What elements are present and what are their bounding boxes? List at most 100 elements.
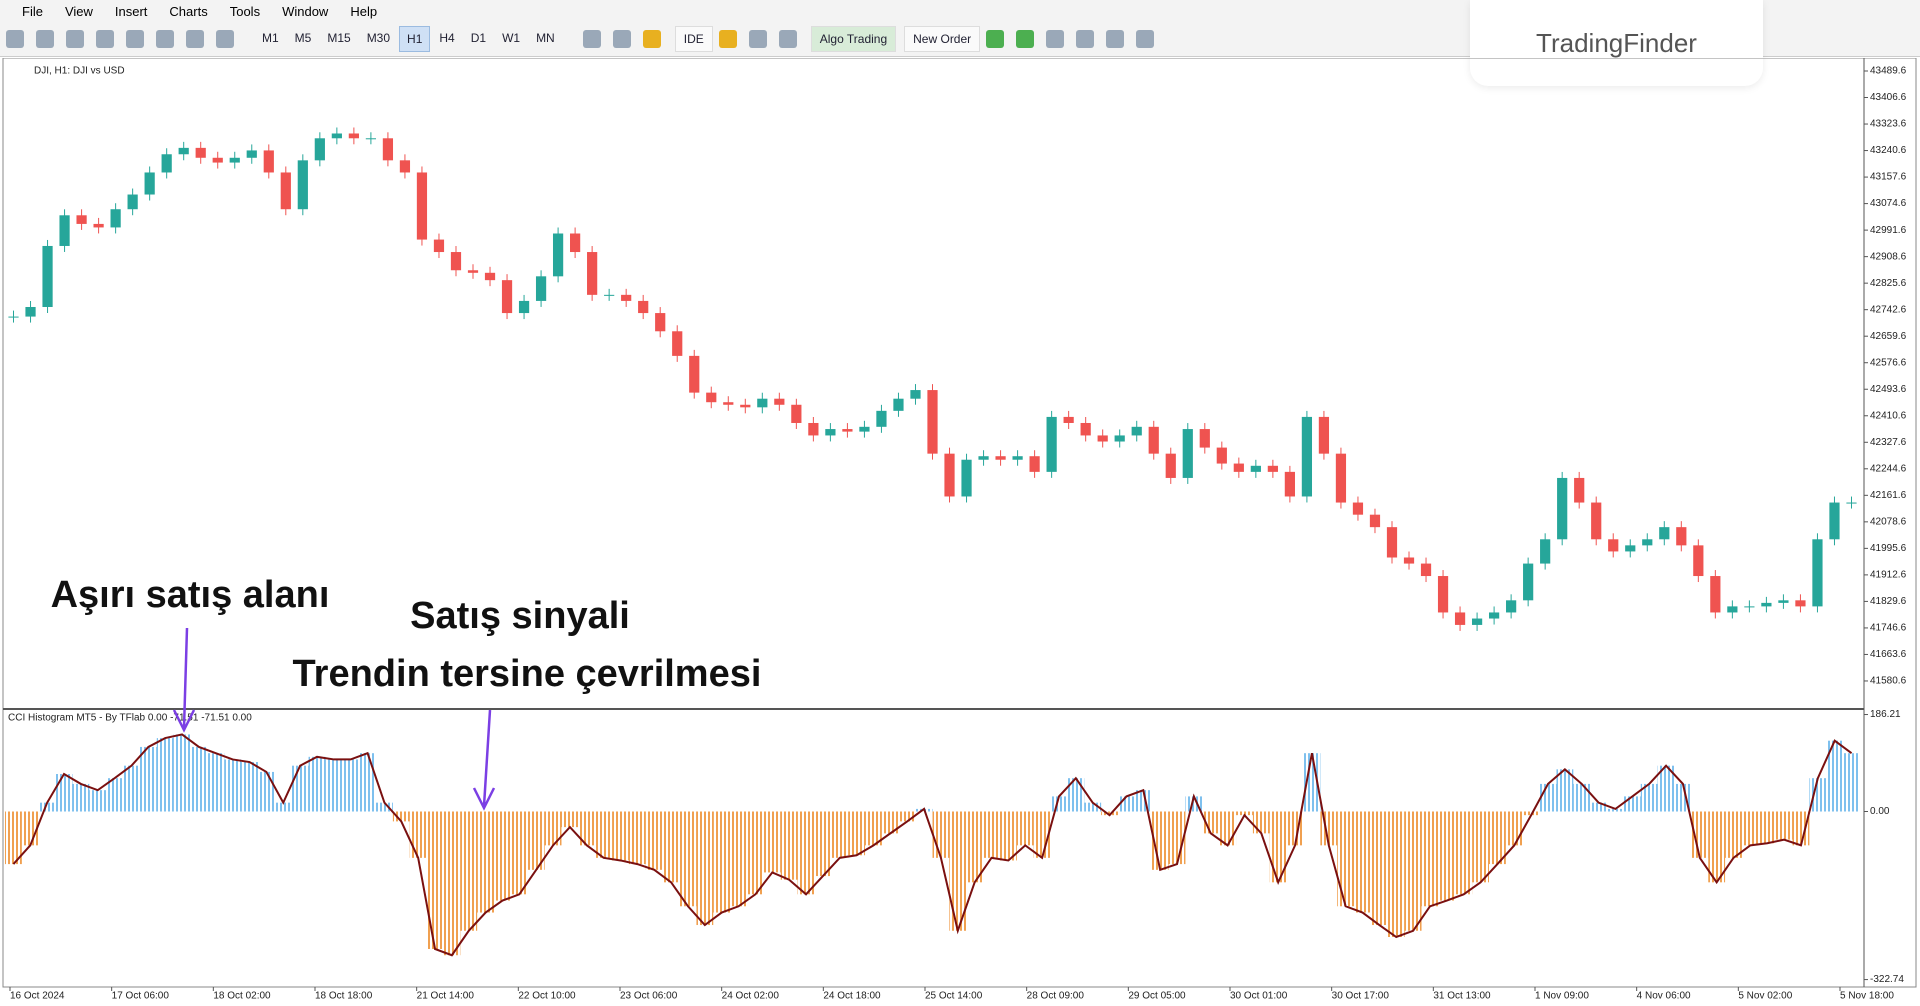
histogram-bar [949,811,967,931]
histogram-bar [1556,769,1574,812]
icon[interactable] [1076,30,1095,48]
timeframe-button[interactable]: H4 [439,31,455,45]
icon[interactable] [582,30,601,48]
icon[interactable] [186,30,204,48]
menu-item[interactable]: Tools [229,3,261,19]
icon[interactable] [986,30,1005,48]
histogram-bar [224,759,242,812]
candle [655,313,666,332]
candle [740,404,751,408]
histogram-bar [72,783,90,812]
candle [297,160,308,210]
candle [518,300,530,314]
new-order-button[interactable]: New Order [904,26,981,52]
timeframe-button[interactable]: M30 [366,31,391,45]
histogram-bar [1387,811,1405,938]
icon[interactable] [778,30,797,48]
icon[interactable] [66,30,84,48]
timeframe-button[interactable]: M5 [294,31,312,45]
icon[interactable] [96,30,114,48]
icon[interactable] [36,30,54,48]
histogram-bar [392,811,410,822]
y-tick-label: 42410.6 [1870,410,1907,421]
icon[interactable] [1106,30,1125,48]
histogram-bar [274,802,292,812]
timeframe-button[interactable]: M1 [262,31,279,45]
timeframe-button[interactable]: MN [536,31,555,45]
candle [1199,429,1210,448]
y-tick-label: 41746.6 [1870,623,1907,634]
icon[interactable] [1046,30,1065,48]
menu-item[interactable]: File [22,3,43,19]
histogram-bar [1472,811,1489,883]
x-tick-label: 17 Oct 06:00 [112,991,170,1002]
candle [25,306,36,317]
y-tick-label: 43406.6 [1870,92,1907,103]
candle [638,300,649,314]
timeframe-button[interactable]: W1 [502,31,521,45]
histogram-bar [1370,811,1388,926]
histogram-bar [999,811,1017,861]
candle [1506,600,1517,613]
histogram-bar [342,759,360,812]
histogram-bar [865,811,882,846]
icon[interactable] [126,30,144,48]
x-tick-label: 21 Oct 14:00 [417,991,475,1002]
y-tick-label: 42078.6 [1870,516,1907,527]
candle [1403,557,1415,564]
icon[interactable] [1016,30,1035,48]
ide-button[interactable]: IDE [674,26,713,52]
menu-item[interactable]: Help [350,3,378,19]
candle [1063,416,1074,423]
menu-item[interactable]: Insert [114,3,148,19]
histogram-bar [38,802,56,812]
histogram-bar [55,774,73,812]
timeframe-button[interactable]: D1 [470,31,487,45]
y-tick-label: 41995.6 [1870,543,1907,554]
histogram-bar [359,753,376,812]
menu-item[interactable]: Charts [169,3,208,19]
histogram-bar [544,811,562,846]
y-tick-label: 0.00 [1870,806,1890,817]
icon[interactable] [6,30,24,48]
histogram-bar [1236,811,1253,816]
candle [961,459,972,497]
histogram-bar [1708,811,1726,883]
timeframe-button[interactable]: H1 [399,26,431,52]
icon[interactable] [216,30,234,48]
icon[interactable] [156,30,174,48]
y-tick-label: 42991.6 [1870,225,1907,236]
candle [1625,545,1636,552]
candle [689,355,700,393]
candle [1182,429,1193,478]
timeframe-button[interactable]: M15 [327,31,351,45]
candle [1523,563,1534,601]
candle [1710,576,1721,613]
histogram-bar [1404,811,1422,931]
candle [791,404,802,423]
candle [433,239,445,253]
candle [1165,453,1176,478]
icon[interactable] [748,30,767,48]
candle [1659,527,1670,540]
histogram-bar [1826,740,1844,812]
histogram-bar [797,811,815,895]
histogram-bar [1623,796,1641,812]
icon[interactable] [612,30,631,48]
menu-item[interactable]: Window [282,3,329,19]
logo: TradingFinder [1470,0,1763,86]
candle [1250,465,1261,472]
histogram-bar [645,811,663,870]
icon[interactable] [718,30,737,48]
candle [1029,456,1040,472]
icon[interactable] [642,30,661,48]
algo-trading-button[interactable]: Algo Trading [810,26,897,52]
icon[interactable] [1136,30,1155,48]
y-tick-label: 43157.6 [1870,172,1907,183]
y-tick-label: 42161.6 [1870,490,1907,501]
candle [723,402,734,405]
histogram-bar [966,811,984,883]
x-tick-label: 5 Nov 02:00 [1738,991,1792,1002]
menu-item[interactable]: View [64,3,93,19]
candle [416,172,428,240]
